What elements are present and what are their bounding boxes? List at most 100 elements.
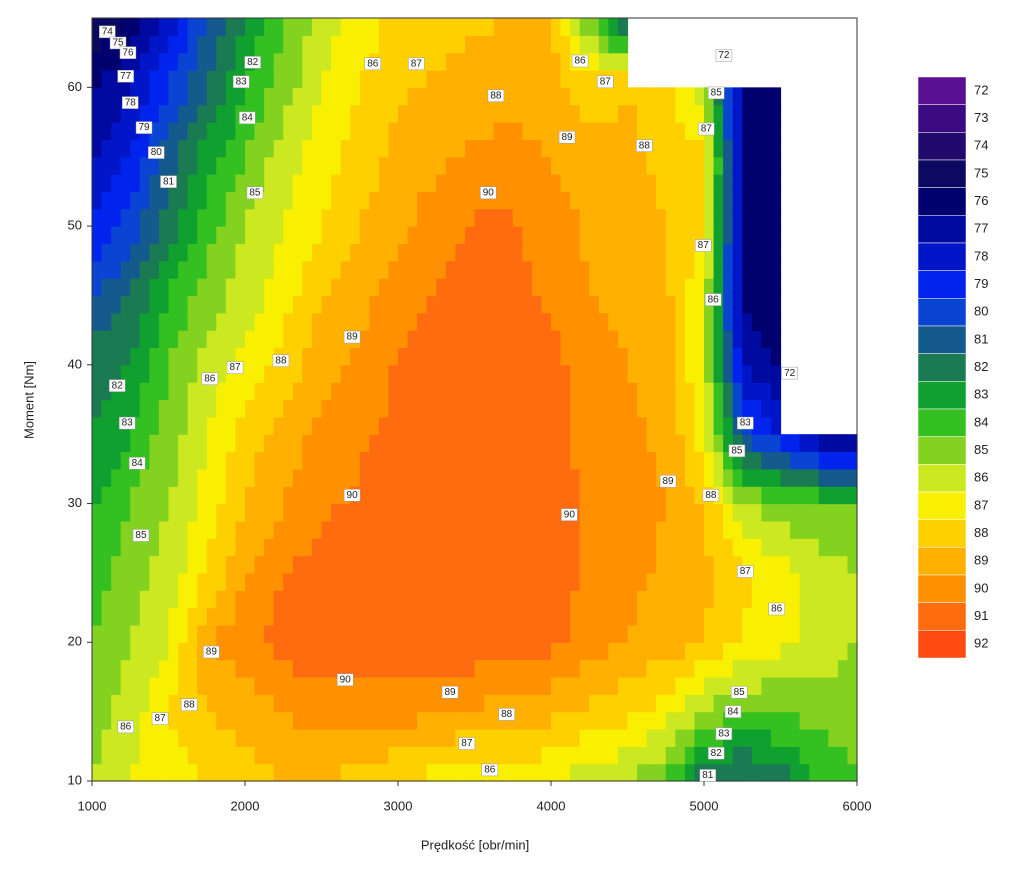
contour-cell [675, 555, 686, 574]
contour-cell [197, 659, 208, 678]
contour-cell [225, 35, 237, 54]
contour-cell [130, 295, 141, 314]
contour-cell [340, 382, 351, 401]
contour-cell [656, 382, 667, 401]
contour-cell [436, 139, 447, 158]
contour-cell [570, 763, 581, 782]
contour-cell [111, 122, 122, 140]
contour-cell [206, 156, 217, 175]
contour-cell [847, 711, 858, 730]
contour-cell [627, 122, 638, 140]
contour-cell [225, 607, 237, 626]
contour-cell [101, 434, 112, 453]
contour-cell [216, 555, 227, 574]
contour-cell [512, 642, 523, 661]
contour-cell [445, 572, 456, 591]
contour-label: 87 [701, 124, 713, 135]
contour-cell [101, 538, 112, 557]
contour-cell [92, 642, 103, 661]
contour-cell [225, 347, 237, 366]
contour-cell [273, 260, 284, 279]
contour-cell [704, 330, 715, 349]
contour-cell [321, 18, 332, 36]
contour-cell [503, 260, 514, 279]
contour-cell [264, 278, 275, 297]
contour-cell [398, 330, 409, 349]
contour-cell [254, 451, 265, 470]
contour-cell [378, 104, 390, 123]
contour-cell [570, 555, 581, 574]
contour-cell [455, 416, 466, 435]
contour-cell [225, 87, 237, 106]
contour-cell [331, 434, 342, 453]
contour-cell [92, 468, 103, 487]
contour-cell [455, 624, 466, 643]
contour-cell [283, 330, 294, 349]
contour-cell [493, 451, 504, 470]
contour-cell [216, 87, 227, 106]
contour-cell [637, 642, 648, 661]
contour-cell [484, 451, 495, 470]
contour-cell [675, 590, 686, 609]
contour-cell [589, 676, 600, 695]
contour-cell [206, 70, 217, 88]
contour-cell [684, 104, 696, 123]
contour-cell [187, 122, 198, 140]
contour-cell [617, 226, 629, 245]
contour-label-box [364, 57, 382, 71]
contour-cell [809, 486, 820, 505]
contour-cell [732, 364, 743, 383]
contour-cell [493, 174, 504, 193]
contour-cell [417, 399, 428, 418]
contour-cell [608, 399, 619, 418]
contour-cell [168, 590, 179, 609]
contour-cell [197, 18, 208, 36]
contour-cell [675, 226, 686, 245]
contour-cell [512, 52, 523, 71]
contour-cell [445, 243, 456, 262]
contour-cell [665, 416, 676, 435]
contour-cell [589, 607, 600, 626]
contour-cell [101, 191, 112, 210]
contour-label-box [232, 75, 250, 89]
contour-cell [761, 468, 772, 487]
contour-cell [92, 122, 103, 140]
contour-cell [111, 694, 122, 713]
contour-cell [302, 330, 313, 349]
contour-cell [340, 728, 351, 747]
contour-cell [197, 607, 208, 626]
contour-cell [311, 503, 323, 522]
contour-label-box [715, 727, 733, 741]
contour-cell [531, 312, 543, 331]
contour-cell [790, 538, 801, 557]
contour-cell [283, 260, 294, 279]
contour-cell [359, 122, 370, 140]
contour-cell [531, 503, 543, 522]
contour-cell [656, 156, 667, 175]
contour-cell [187, 746, 198, 765]
contour-cell [818, 590, 829, 609]
contour-cell [197, 382, 208, 401]
contour-cell [799, 642, 810, 661]
contour-cell [589, 52, 600, 71]
contour-cell [92, 746, 103, 765]
contour-cell [92, 278, 103, 297]
contour-cell [713, 451, 724, 470]
contour-cell [493, 35, 504, 54]
contour-cell [311, 676, 323, 695]
contour-cell [637, 330, 648, 349]
legend-swatch [917, 630, 967, 659]
contour-cell [206, 694, 217, 713]
contour-cell [589, 104, 600, 123]
contour-label: 86 [771, 604, 783, 615]
contour-cell [617, 451, 629, 470]
contour-cell [149, 676, 160, 695]
contour-cell [398, 572, 409, 591]
contour-cell [503, 18, 514, 36]
contour-cell [637, 520, 648, 539]
contour-cell [407, 122, 418, 140]
contour-cell [617, 312, 629, 331]
contour-cell [139, 676, 150, 695]
contour-cell [283, 87, 294, 106]
contour-cell [847, 642, 858, 661]
